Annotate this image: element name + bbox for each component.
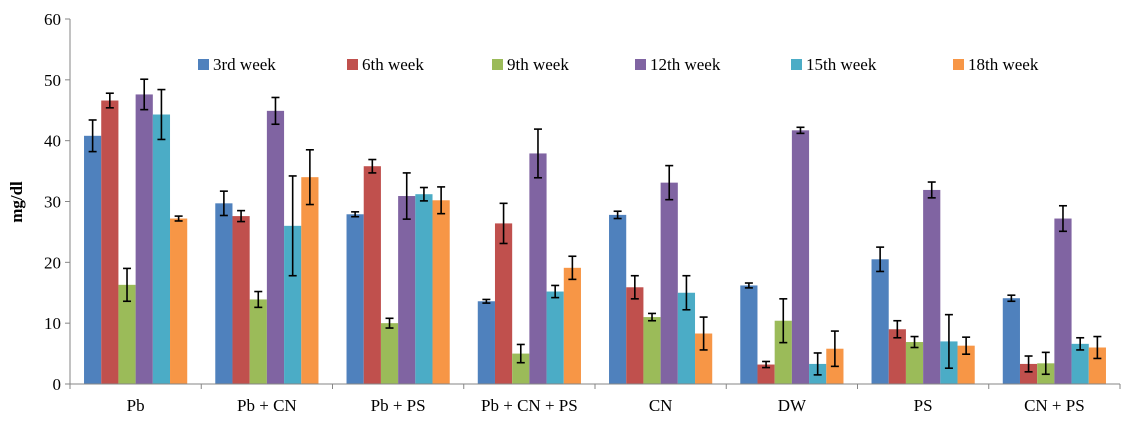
x-tick-label: DW [778,396,807,415]
bar [774,320,792,384]
bar [871,259,889,384]
y-axis-ticks: 0 10 20 30 40 50 60 [44,10,70,394]
y-tick-label: 0 [53,375,62,394]
bar [609,214,627,384]
bars [84,94,1106,385]
bar [695,333,713,384]
legend-swatch [953,59,964,70]
bar [494,223,513,384]
bar [118,284,136,384]
bar [170,218,188,384]
bar [677,292,696,384]
bar [249,299,267,384]
bar [888,329,906,384]
bar [380,323,399,384]
bar [957,345,975,384]
bar [643,317,661,384]
bar [215,203,233,384]
bar [101,100,119,385]
bar [546,291,564,384]
x-tick-label: CN [649,396,673,415]
x-tick-label: CN + PS [1024,396,1085,415]
x-axis-ticks: Pb Pb + CN Pb + PS Pb + CN + PS CN DW PS CN + P… [69,384,1121,415]
x-tick-label: Pb [127,396,145,415]
x-tick-label: Pb + CN + PS [481,396,578,415]
bar [923,189,941,384]
bar [232,216,250,384]
bar [1054,218,1072,384]
legend-label: 6th week [362,55,424,74]
bar [477,301,495,384]
bar [1088,347,1106,384]
y-tick-label: 50 [44,71,61,90]
legend-swatch [791,59,802,70]
bar [432,200,450,384]
y-tick-label: 60 [44,10,61,29]
bar [740,285,758,384]
legend-swatch [635,59,646,70]
legend-label: 9th week [507,55,569,74]
legend-label: 15th week [806,55,877,74]
bar [660,182,678,384]
legend-swatch [198,59,209,70]
bar [152,114,171,384]
bar [1002,298,1020,384]
x-tick-label: Pb + CN [237,396,297,415]
bar [512,353,530,384]
bar [563,267,581,384]
legend-label: 12th week [650,55,721,74]
bar [415,194,433,384]
bar [301,177,319,384]
bar [398,196,416,384]
y-axis-label: mg/dl [7,181,26,223]
bar [626,287,644,384]
bar [84,135,102,384]
legend-swatch [492,59,503,70]
legend: 3rd week 6th week 9th week 12th week 15th we… [198,55,1039,74]
bar [905,342,924,384]
bar [529,153,547,384]
bar [346,214,364,384]
bar [266,110,285,384]
error-bars [88,78,1102,376]
bar [135,94,153,384]
y-tick-label: 10 [44,314,61,333]
bar [363,166,381,384]
legend-swatch [347,59,358,70]
x-tick-label: PS [914,396,933,415]
bar [1071,343,1089,384]
x-tick-label: Pb + PS [371,396,426,415]
bar [1019,363,1038,384]
y-tick-label: 20 [44,253,61,272]
legend-label: 18th week [968,55,1039,74]
y-tick-label: 40 [44,132,61,151]
bar [791,130,810,384]
y-tick-label: 30 [44,193,61,212]
legend-label: 3rd week [213,55,276,74]
bar [757,364,775,384]
bar [284,225,302,384]
